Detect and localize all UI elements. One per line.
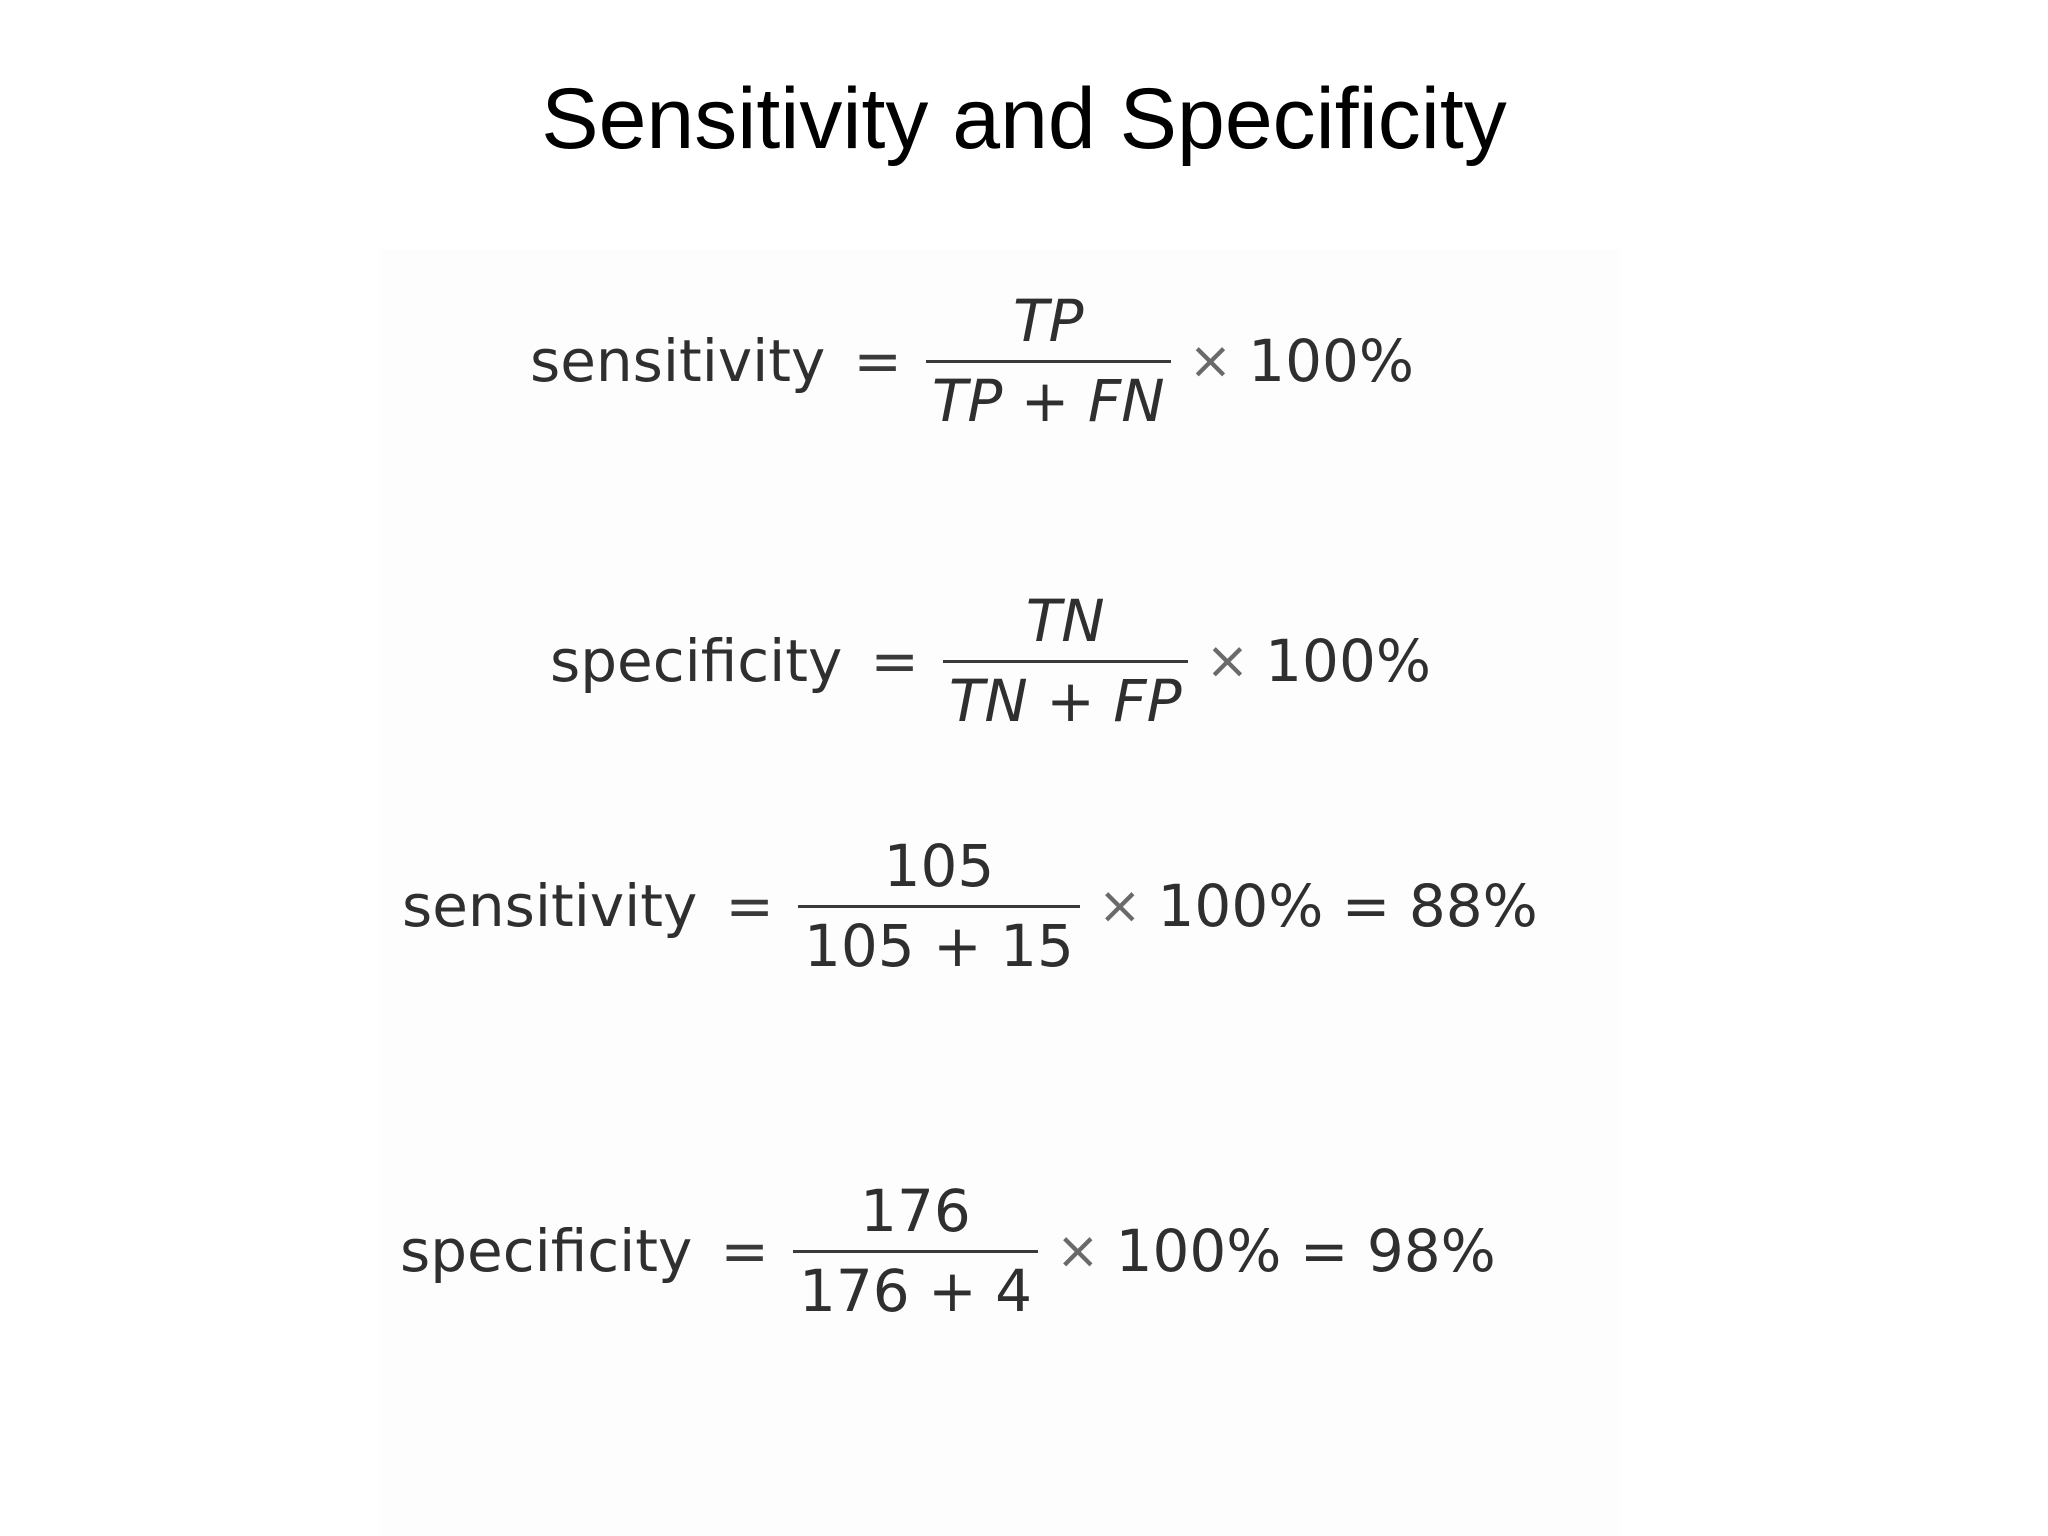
equals-sign: =	[870, 627, 919, 695]
formula-lhs: sensitivity	[530, 327, 826, 395]
factor-result: 100% = 98%	[1115, 1217, 1496, 1285]
specificity-calculation: specificity = 176 176 + 4 × 100% = 98%	[400, 1175, 1496, 1327]
denominator: TN + FP	[948, 666, 1182, 735]
sensitivity-calculation: sensitivity = 105 105 + 15 × 100% = 88%	[402, 830, 1538, 982]
denominator: 176 + 4	[798, 1256, 1033, 1325]
formula-image	[380, 250, 1620, 1536]
equals-sign: =	[725, 872, 774, 940]
fraction-bar	[792, 1249, 1039, 1253]
times-sign: ×	[1097, 876, 1142, 936]
fraction-bar	[797, 904, 1080, 908]
factor-result: 100% = 88%	[1157, 872, 1538, 940]
denominator: 105 + 15	[803, 911, 1074, 980]
equals-sign: =	[853, 327, 902, 395]
specificity-formula: specificity = TN TN + FP × 100%	[550, 585, 1431, 737]
fraction: TN TN + FP	[942, 585, 1188, 737]
numerator: 176	[860, 1177, 971, 1245]
fraction: 105 105 + 15	[797, 830, 1080, 982]
numerator: TN	[1025, 587, 1105, 655]
times-sign: ×	[1056, 1221, 1100, 1281]
formula-lhs: specificity	[550, 627, 843, 695]
fraction-bar	[942, 659, 1188, 663]
fraction: TP TP + FN	[925, 285, 1171, 437]
numerator: 105	[883, 832, 995, 900]
equals-sign: =	[720, 1217, 769, 1285]
fraction-bar	[925, 359, 1171, 363]
times-sign: ×	[1188, 331, 1233, 391]
denominator: TP + FN	[931, 366, 1165, 435]
fraction: 176 176 + 4	[792, 1175, 1039, 1327]
factor: 100%	[1265, 627, 1431, 695]
formula-lhs: specificity	[400, 1217, 693, 1285]
formula-lhs: sensitivity	[402, 872, 698, 940]
times-sign: ×	[1205, 631, 1250, 691]
slide-title: Sensitivity and Specificity	[541, 71, 1507, 167]
factor: 100%	[1248, 327, 1414, 395]
sensitivity-formula: sensitivity = TP TP + FN × 100%	[530, 285, 1414, 437]
numerator: TP	[1013, 287, 1084, 355]
